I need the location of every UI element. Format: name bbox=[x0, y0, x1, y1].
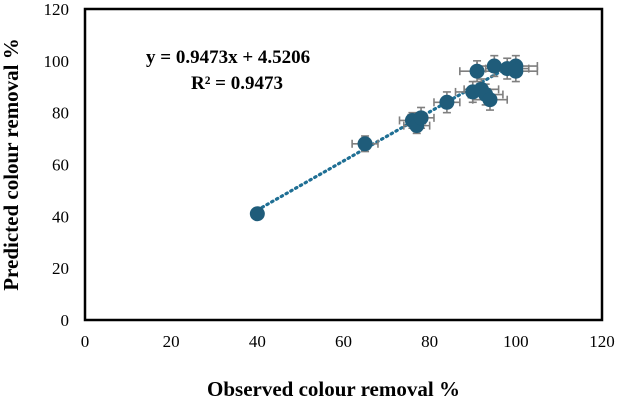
x-tick-label: 100 bbox=[503, 332, 529, 351]
y-tick-label: 120 bbox=[44, 0, 70, 19]
x-tick-label: 120 bbox=[589, 332, 615, 351]
y-tick-label: 20 bbox=[52, 259, 69, 278]
plot-frame bbox=[83, 7, 604, 322]
x-tick-label: 60 bbox=[335, 332, 352, 351]
data-point bbox=[486, 58, 502, 74]
data-point bbox=[249, 206, 265, 222]
x-tick-label: 80 bbox=[421, 332, 438, 351]
data-point bbox=[482, 92, 498, 108]
y-tick-labels: 0 20 40 60 80 100 120 bbox=[44, 0, 70, 330]
data-point bbox=[469, 63, 485, 79]
x-tick-label: 40 bbox=[249, 332, 266, 351]
trendline-r-squared: R² = 0.9473 bbox=[191, 73, 283, 94]
errorbar-layer bbox=[253, 54, 539, 218]
points-layer bbox=[249, 58, 524, 222]
data-point bbox=[508, 63, 524, 79]
data-point bbox=[439, 94, 455, 110]
y-tick-label: 40 bbox=[52, 207, 69, 226]
data-point bbox=[357, 136, 373, 152]
y-axis-title: Predicted colour removal % bbox=[0, 38, 23, 291]
y-tick-label: 60 bbox=[52, 156, 69, 175]
x-tick-label: 20 bbox=[163, 332, 180, 351]
x-axis-title: Observed colour removal % bbox=[207, 377, 460, 401]
y-tick-label: 0 bbox=[61, 311, 70, 330]
y-tick-label: 100 bbox=[44, 52, 70, 71]
x-tick-labels: 0 20 40 60 80 100 120 bbox=[81, 332, 615, 351]
x-tick-label: 0 bbox=[81, 332, 90, 351]
trendline-equation: y = 0.9473x + 4.5206 bbox=[146, 47, 310, 68]
y-tick-label: 80 bbox=[52, 104, 69, 123]
data-point bbox=[413, 110, 429, 126]
